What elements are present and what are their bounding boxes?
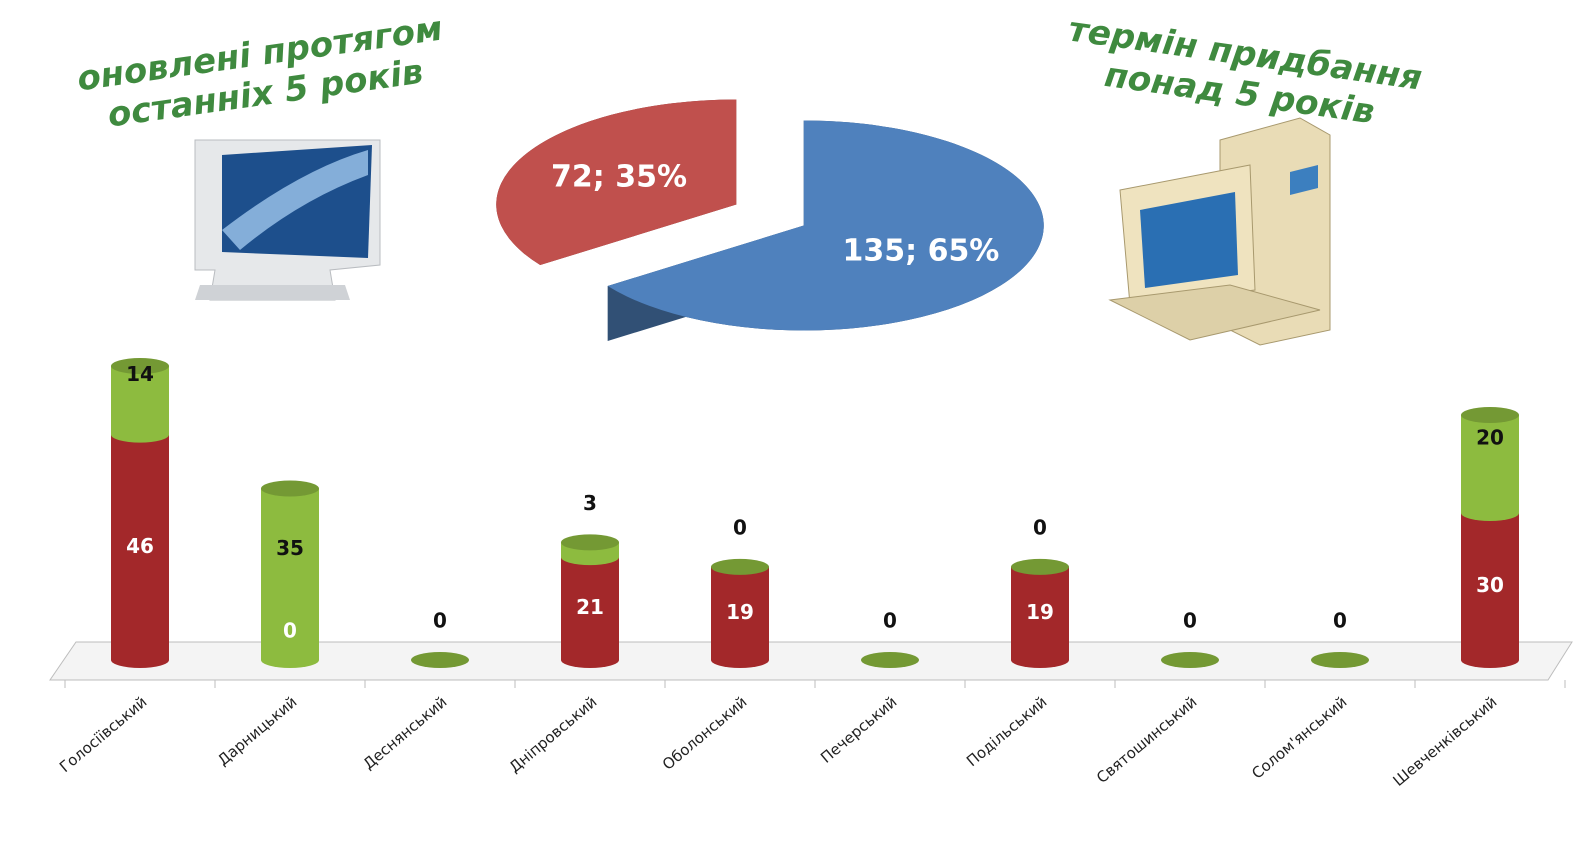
bar-cap [711, 558, 769, 575]
pc-icon [1108, 117, 1331, 346]
data-label: 19 [1026, 600, 1054, 624]
data-label: 0 [283, 619, 297, 643]
data-label: 72; 35% [551, 159, 687, 194]
x-tick-label: Оболонський [659, 693, 751, 774]
data-label: 3 [583, 491, 597, 515]
data-label: 0 [1183, 609, 1197, 633]
data-label: 19 [726, 600, 754, 624]
data-label: 14 [126, 362, 154, 386]
data-label: 21 [576, 595, 604, 619]
floor [49, 641, 1573, 681]
bar-segment [111, 434, 169, 668]
data-label: 0 [433, 609, 447, 633]
data-label: 0 [733, 515, 747, 539]
x-tick-label: Подільський [963, 693, 1050, 770]
annotation: термін придбанняпонад 5 років [1060, 9, 1424, 138]
bar-cap [1311, 652, 1369, 668]
bar-cap [1161, 652, 1219, 668]
x-tick-label: Святошинський [1093, 693, 1200, 787]
data-label: 46 [126, 534, 154, 558]
data-label: 135; 65% [843, 234, 1000, 269]
x-tick-label: Голосіївський [56, 693, 150, 776]
bar-cap [261, 480, 319, 497]
pie-slice [607, 120, 1044, 331]
data-label: 20 [1476, 426, 1504, 450]
bar-segment [1011, 566, 1069, 668]
data-label: 30 [1476, 573, 1504, 597]
bar-segment [561, 557, 619, 668]
x-tick-label: Шевченківський [1390, 693, 1501, 790]
bar-segment [261, 488, 319, 668]
pie-slice [496, 99, 737, 266]
data-label: 0 [1033, 515, 1047, 539]
bar-cap [411, 652, 469, 668]
monitor-icon [194, 139, 381, 301]
bar-segment [711, 566, 769, 668]
x-tick-label: Дарницький [214, 693, 300, 770]
bar-cap [1011, 558, 1069, 575]
bar-segment [1461, 513, 1519, 668]
bar-cap [561, 534, 619, 551]
annotation: оновлені протягомостанніх 5 років [75, 8, 451, 138]
bar-cap [111, 358, 169, 374]
x-tick-label: Деснянський [360, 693, 451, 773]
data-label: 35 [276, 536, 304, 560]
bar-segment [111, 366, 169, 443]
x-tick-label: Солом'янський [1248, 693, 1350, 783]
x-tick-label: Печерський [817, 693, 900, 767]
bar-cap [861, 652, 919, 668]
bar-cap [1461, 407, 1519, 423]
bar-segment [1461, 415, 1519, 521]
data-label: 0 [883, 609, 897, 633]
data-label: 0 [1333, 609, 1347, 633]
x-tick-label: Дніпровський [506, 693, 601, 777]
